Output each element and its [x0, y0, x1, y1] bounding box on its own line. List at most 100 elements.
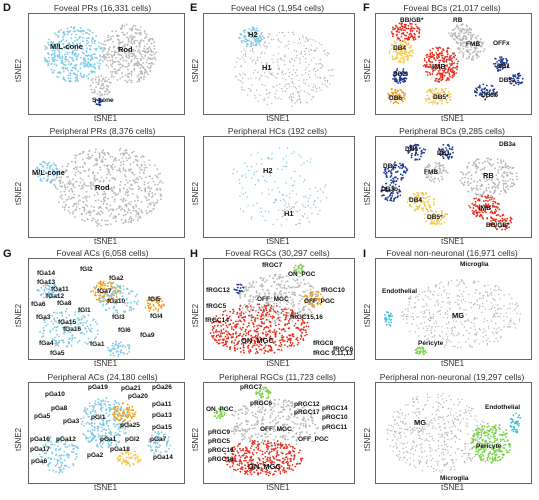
cluster-label: pRGC16 [208, 447, 234, 454]
y-axis-label: tSNE2 [14, 181, 23, 205]
cluster-label: fGa12 [46, 293, 65, 300]
cluster-label: H2 [263, 166, 273, 175]
cluster-label: pGl1 [91, 414, 106, 421]
cluster-points [89, 75, 112, 97]
cluster-label: pGa26 [152, 384, 172, 391]
cluster-label: fGa14 [37, 270, 56, 277]
cluster-label: OFFx [493, 40, 510, 47]
cluster-points [459, 157, 518, 198]
cluster-points [233, 283, 245, 295]
cluster-label: pRGC7 [240, 384, 263, 391]
cluster-points [392, 68, 408, 84]
cluster-points [401, 279, 521, 349]
cluster-label: RB [483, 171, 494, 180]
cluster-label: OFF_PGC [298, 436, 329, 443]
cluster-label: DB1 [437, 150, 451, 157]
cluster-label: fGa8 [57, 300, 72, 307]
x-axis-label: tSNE1 [440, 237, 465, 246]
cluster-points [438, 143, 454, 160]
cluster-points [387, 88, 407, 105]
cluster-label: pGa16 [30, 436, 50, 443]
cluster-label: DB3b [481, 92, 498, 99]
cluster-label: Microglia [440, 475, 469, 482]
plot-g-bottom [28, 382, 185, 484]
cluster-label: pGa3 [63, 418, 80, 425]
cluster-label: pRGC6 [250, 400, 273, 407]
cluster-label: pGa6 [31, 458, 48, 465]
y-axis-label: tSNE2 [191, 303, 200, 327]
cluster-points [390, 22, 421, 43]
cluster-label: OFF_PGC [304, 298, 335, 305]
cluster-label: H1 [262, 63, 272, 72]
cluster-label: fGa7 [97, 288, 112, 295]
cluster-label: DB1 [497, 63, 511, 70]
f-bottom-title: Peripheral BCs (9,285 cells) [399, 126, 505, 136]
cluster-label: FMB [424, 169, 439, 176]
cluster-label: OFF_MGC [260, 426, 292, 433]
cluster-label: DB6 [405, 146, 419, 153]
cluster-points [423, 209, 449, 226]
plot-i-top [375, 258, 532, 360]
cluster-label: fGa13 [37, 279, 56, 286]
cluster-label: pGa18 [110, 446, 130, 453]
cluster-label: pGa21 [121, 385, 141, 392]
cluster-label: DB4 [409, 197, 423, 204]
cluster-points [144, 296, 165, 313]
x-axis-label: tSNE1 [266, 237, 290, 246]
panel-letter-i: I [363, 248, 367, 260]
cluster-points [234, 31, 334, 108]
cluster-label: fGl5 [148, 296, 161, 303]
e-bottom-title: Peripheral HCs (192 cells) [227, 126, 328, 136]
cluster-label: fGa1 [90, 341, 105, 348]
cluster-label: Rod [118, 45, 133, 54]
cluster-points [98, 283, 140, 315]
cluster-label: fGa2 [109, 275, 124, 282]
cluster-label: IMB [432, 62, 446, 71]
cluster-label: pGa7 [150, 436, 167, 443]
cluster-label: DB2 [393, 71, 407, 78]
cluster-label: ON_MGC [241, 336, 274, 345]
plot-f-bottom [375, 136, 532, 238]
panel-letter-d: D [3, 2, 11, 14]
cluster-points [424, 161, 449, 183]
cluster-points [509, 412, 522, 434]
x-axis-label: tSNE1 [440, 483, 465, 492]
cluster-label: pRGC5 [208, 438, 231, 445]
cluster-label: pRGC12 [294, 401, 320, 408]
plot-h-bottom [203, 382, 355, 484]
cluster-label: pGa25 [120, 422, 140, 429]
cluster-points [508, 72, 524, 87]
cluster-label: OFF_MGC [257, 296, 289, 303]
cluster-points [36, 279, 62, 300]
cluster-points [448, 23, 473, 45]
cluster-points [422, 46, 459, 83]
cluster-label: Pericyte [476, 443, 502, 450]
y-axis-label: tSNE2 [14, 427, 23, 451]
cluster-label: pGa10 [45, 391, 65, 398]
cluster-label: fGl1 [78, 307, 91, 314]
cluster-label: pGa2 [87, 452, 104, 459]
y-axis-label: tSNE2 [363, 427, 372, 451]
cluster-points [407, 143, 427, 161]
y-axis-label: tSNE2 [14, 303, 23, 327]
cluster-label: fGa11 [51, 286, 69, 293]
cluster-points [457, 33, 486, 61]
cluster-label: MG [414, 418, 427, 427]
cluster-points [386, 392, 487, 473]
cluster-label: fGl2 [80, 266, 93, 273]
cluster-label: H1 [284, 209, 294, 218]
cluster-points [43, 26, 105, 83]
cluster-points [388, 39, 414, 64]
panel-letter-g: G [3, 248, 12, 260]
cluster-label: DB3b [381, 186, 398, 193]
d-top-title: Foveal PRs (16,331 cells) [53, 3, 152, 13]
cluster-label: pGa11 [152, 401, 172, 408]
cluster-label: fGa10 [107, 298, 126, 305]
x-axis-label: tSNE1 [266, 114, 290, 123]
cluster-label: ON_PGC [288, 271, 316, 278]
cluster-points [80, 397, 130, 449]
cluster-label: pRGC18 [208, 456, 234, 463]
cluster-label: pGa13 [152, 412, 172, 419]
cluster-label: pGa5 [34, 413, 51, 420]
cluster-label: S-cone [92, 97, 114, 104]
